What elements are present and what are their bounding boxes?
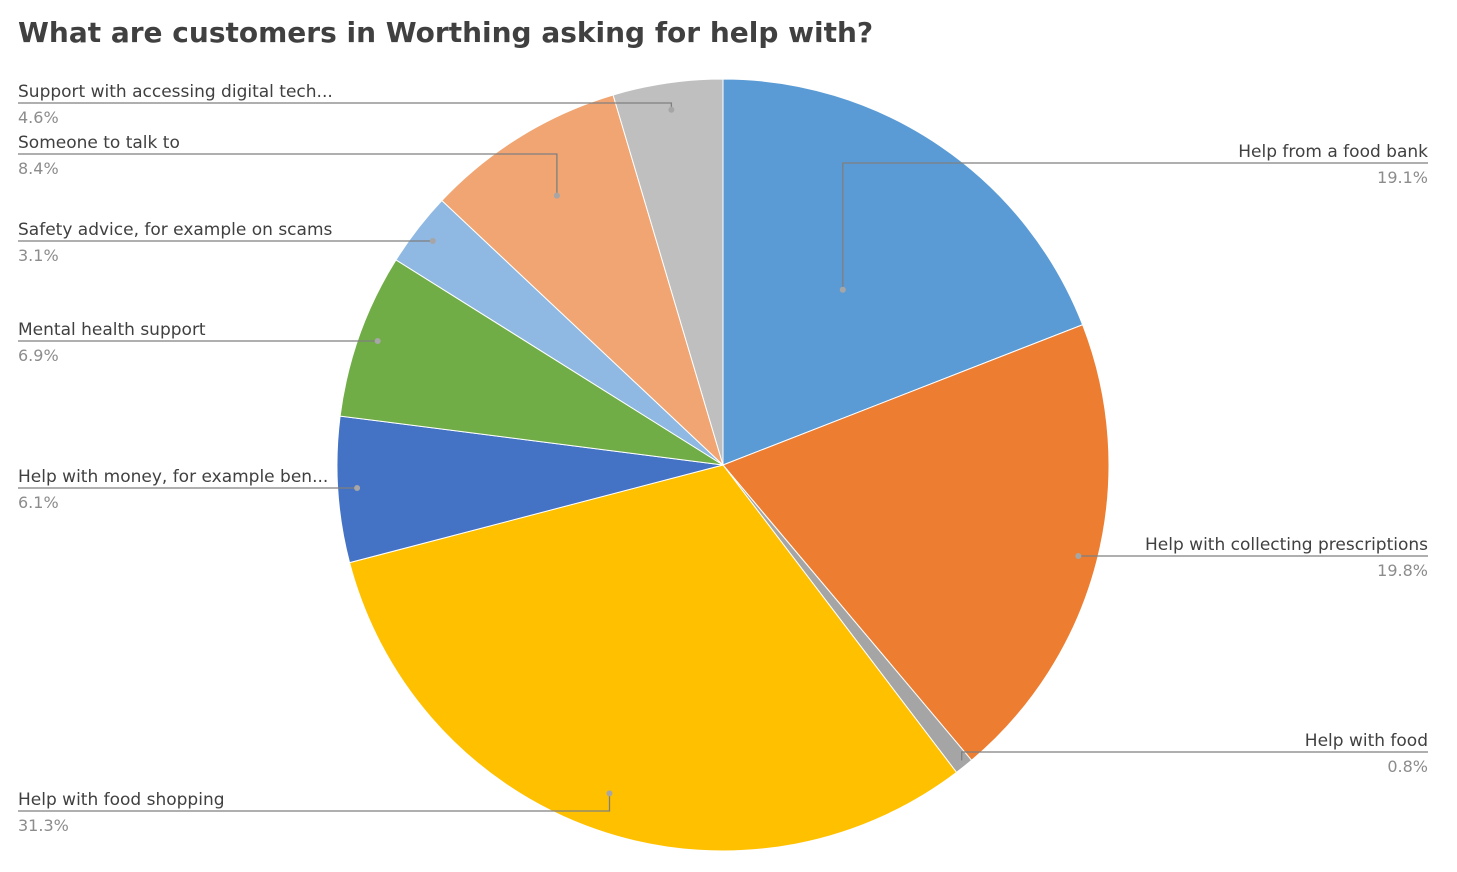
pie-slice [612, 78, 724, 466]
chart-title: What are customers in Worthing asking fo… [18, 16, 873, 49]
slice-category-label: Support with accessing digital tech... [18, 82, 333, 102]
pie-slice [722, 78, 1084, 466]
leader-dot [374, 338, 381, 344]
leader-line [18, 153, 558, 196]
pie-slice [339, 259, 724, 466]
slice-category-label: Help with collecting prescriptions [1145, 535, 1428, 555]
leader-dot [606, 790, 613, 797]
leader-line [842, 162, 1428, 290]
pie-slice [722, 324, 1110, 761]
slice-percent-label: 6.9% [18, 346, 59, 365]
pie-slice [348, 464, 958, 852]
slice-category-label: Help with food [1305, 731, 1428, 751]
leader-dot [839, 286, 846, 293]
leader-dot [668, 106, 675, 113]
slice-percent-label: 6.1% [18, 493, 59, 512]
pie-slice [441, 94, 725, 467]
leader-dot [553, 192, 560, 199]
slice-category-label: Help with food shopping [18, 790, 225, 810]
slice-category-label: Someone to talk to [18, 133, 180, 153]
slice-percent-label: 3.1% [18, 246, 59, 265]
pie-labels: Help from a food bank 19.1% Help with coll… [18, 82, 1428, 835]
slice-percent-label: 0.8% [1387, 757, 1428, 776]
slice-percent-label: 4.6% [18, 108, 59, 127]
slice-category-label: Safety advice, for example on scams [18, 220, 333, 240]
leader-dot [1075, 553, 1082, 559]
slice-percent-label: 19.1% [1377, 168, 1428, 187]
leader-dot [958, 760, 965, 767]
slice-percent-label: 19.8% [1377, 561, 1428, 580]
leader-line [18, 793, 611, 812]
slice-category-label: Mental health support [18, 320, 206, 340]
leader-dot [429, 238, 436, 244]
slice-percent-label: 8.4% [18, 159, 59, 178]
pie-slices [336, 78, 1110, 852]
leader-dot [354, 485, 361, 491]
slice-category-label: Help with money, for example ben... [18, 467, 328, 487]
slice-percent-label: 31.3% [18, 816, 69, 835]
slice-category-label: Help from a food bank [1238, 142, 1428, 162]
leader-line [961, 751, 1428, 764]
